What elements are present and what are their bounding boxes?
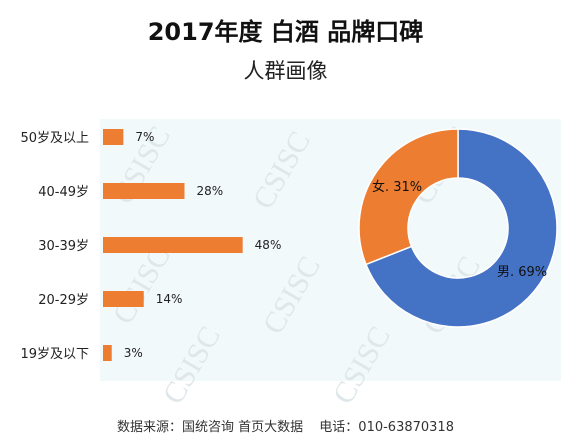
bar-category-label: 40-49岁 [38,185,89,200]
bar [103,345,112,361]
bar [103,237,243,253]
footer-phone: 电话：010-63870318 [319,420,454,435]
chart-title: 2017年度 白酒 品牌口碑 [147,18,424,46]
donut-slice [358,128,459,266]
watermark-text: CSISC [257,251,327,340]
watermark-text: CSISC [327,321,397,410]
donut-slice-label: 男. 69% [497,265,547,280]
watermark-text: CSISC [247,126,317,215]
donut-slice-label: 女. 31% [372,179,422,195]
watermark-text: CSISC [157,321,227,410]
footer: 数据来源：国统咨询 首页大数据 电话：010-63870318 [0,416,571,435]
bar [103,183,185,199]
bar-value-label: 3% [124,346,143,360]
bar-value-label: 48% [255,238,282,252]
bar-category-label: 50岁及以上 [20,131,89,146]
bar-category-label: 20-29岁 [38,293,89,308]
bar-value-label: 14% [156,292,183,306]
gender-donut-chart: 男. 69% 女. 31% [358,128,558,328]
bar [103,291,144,307]
footer-source: 数据来源：国统咨询 首页大数据 [117,420,304,435]
donut-slice [364,128,558,328]
bar-value-label: 28% [196,184,223,198]
age-bar-chart: 50岁及以上 7% 40-49岁 28% 30-39岁 48% 20-29岁 14% 19岁及以… [20,129,281,362]
bar-category-label: 19岁及以下 [20,347,89,362]
watermark-text: CSISC [107,241,177,330]
bar-value-label: 7% [135,130,154,144]
bar-category-label: 30-39岁 [38,239,89,254]
chart-subtitle: 人群画像 [243,59,328,83]
bar [103,129,124,145]
